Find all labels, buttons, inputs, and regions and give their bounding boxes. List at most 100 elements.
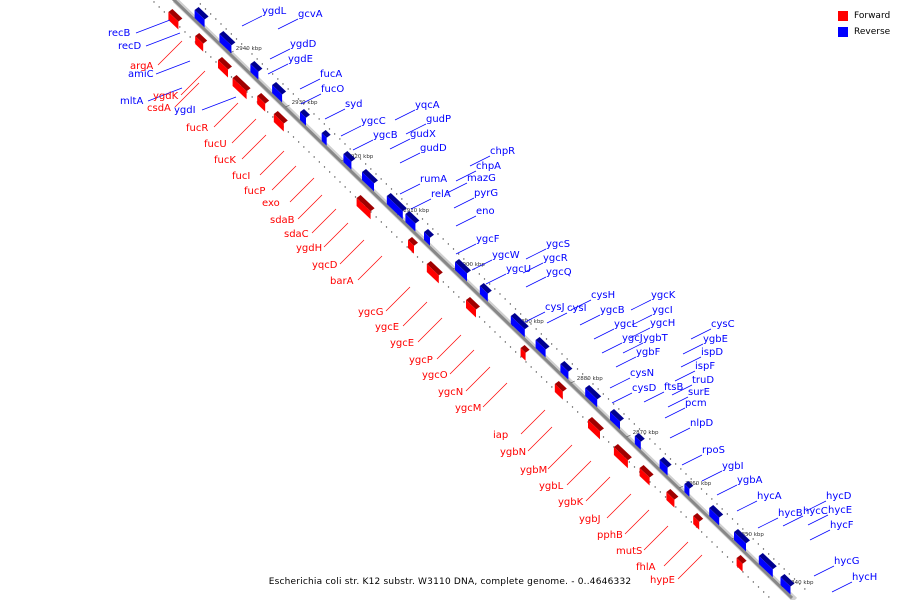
reverse-gene-label[interactable]: chpA [476, 161, 501, 172]
forward-gene-label[interactable]: fucI [232, 171, 250, 182]
forward-gene-label[interactable]: ygbN [500, 447, 526, 458]
legend-item-reverse[interactable]: Reverse [838, 24, 890, 40]
reverse-gene-label[interactable]: ygcL [614, 319, 638, 330]
reverse-gene-label[interactable]: ygdE [288, 54, 313, 65]
reverse-gene-label[interactable]: fucO [321, 84, 344, 95]
forward-gene-label[interactable]: fucR [186, 123, 208, 134]
forward-gene-label[interactable]: ygbL [539, 481, 564, 492]
forward-gene-block[interactable] [257, 93, 270, 112]
forward-gene-label[interactable]: ygdK [153, 91, 179, 102]
reverse-gene-label[interactable]: rumA [420, 174, 447, 185]
forward-gene-block[interactable] [639, 465, 654, 486]
reverse-gene-label[interactable]: ygbE [703, 334, 728, 345]
forward-gene-label[interactable]: ygcP [409, 355, 433, 366]
forward-gene-block[interactable] [426, 261, 443, 284]
forward-gene-label[interactable]: argA [130, 61, 153, 72]
forward-gene-label[interactable]: fucU [204, 139, 227, 150]
reverse-gene-block[interactable] [194, 7, 209, 28]
reverse-gene-label[interactable]: ispD [701, 347, 723, 358]
reverse-gene-label[interactable]: ygcB [373, 130, 398, 141]
forward-gene-block[interactable] [588, 417, 604, 440]
reverse-gene-block[interactable] [560, 361, 573, 380]
legend-item-forward[interactable]: Forward [838, 8, 890, 24]
reverse-gene-block[interactable] [250, 61, 263, 80]
reverse-gene-label[interactable]: nlpD [690, 418, 713, 429]
forward-gene-block[interactable] [466, 297, 480, 318]
reverse-gene-label[interactable]: ftsB [664, 382, 683, 393]
forward-gene-label[interactable]: pphB [597, 530, 623, 541]
forward-gene-block[interactable] [218, 57, 232, 78]
reverse-gene-label[interactable]: truD [692, 375, 714, 386]
reverse-gene-block[interactable] [780, 574, 795, 595]
reverse-gene-label[interactable]: hycA [757, 491, 782, 502]
reverse-gene-label[interactable]: ispF [695, 361, 715, 372]
reverse-gene-label[interactable]: cysD [632, 383, 657, 394]
reverse-gene-label[interactable]: hycE [828, 505, 852, 516]
reverse-gene-label[interactable]: pyrG [474, 188, 498, 199]
reverse-gene-label[interactable]: cysI [567, 303, 587, 314]
reverse-gene-label[interactable]: surE [688, 387, 710, 398]
reverse-gene-block[interactable] [424, 229, 434, 246]
reverse-gene-label[interactable]: ygdL [262, 6, 287, 17]
forward-gene-label[interactable]: ygcO [422, 370, 448, 381]
reverse-gene-label[interactable]: ygcQ [546, 267, 572, 278]
forward-gene-label[interactable]: sdaC [284, 229, 309, 240]
reverse-gene-label[interactable]: pcm [685, 398, 707, 409]
reverse-gene-block[interactable] [343, 151, 356, 170]
forward-gene-block[interactable] [195, 33, 208, 52]
reverse-gene-block[interactable] [300, 109, 310, 126]
forward-gene-label[interactable]: ygbM [520, 465, 547, 476]
reverse-gene-label[interactable]: eno [476, 206, 495, 217]
reverse-gene-block[interactable] [535, 337, 550, 358]
forward-gene-label[interactable]: exo [262, 198, 280, 209]
reverse-gene-block[interactable] [405, 211, 420, 232]
forward-gene-label[interactable]: fucP [244, 186, 265, 197]
forward-gene-block[interactable] [273, 111, 288, 132]
reverse-gene-label[interactable]: ygbA [737, 475, 763, 486]
forward-gene-block[interactable] [736, 555, 747, 572]
forward-gene-label[interactable]: fhlA [636, 562, 656, 573]
reverse-gene-label[interactable]: cysH [591, 290, 615, 301]
reverse-gene-label[interactable]: ygbT [643, 333, 669, 344]
reverse-gene-label[interactable]: hycG [834, 556, 860, 567]
reverse-gene-label[interactable]: ygcU [506, 264, 531, 275]
reverse-gene-label[interactable]: hycF [830, 520, 854, 531]
reverse-gene-label[interactable]: fucA [320, 69, 342, 80]
reverse-gene-block[interactable] [684, 481, 694, 497]
reverse-gene-block[interactable] [758, 553, 777, 578]
forward-gene-label[interactable]: ygcN [438, 387, 463, 398]
reverse-gene-label[interactable]: ygcB [600, 305, 625, 316]
reverse-gene-label[interactable]: ygcS [546, 239, 570, 250]
reverse-gene-label[interactable]: mazG [467, 173, 496, 184]
reverse-gene-block[interactable] [659, 457, 672, 476]
reverse-gene-label[interactable]: chpR [490, 146, 515, 157]
reverse-gene-label[interactable]: ygcC [361, 116, 386, 127]
forward-gene-label[interactable]: ygcE [390, 338, 414, 349]
reverse-gene-label[interactable]: ygcW [492, 250, 520, 261]
reverse-gene-label[interactable]: cysN [630, 368, 654, 379]
reverse-gene-label[interactable]: gudD [420, 143, 447, 154]
reverse-gene-label[interactable]: ygdI [174, 105, 196, 116]
forward-gene-label[interactable]: mutS [616, 546, 642, 557]
reverse-gene-label[interactable]: ygcH [650, 318, 675, 329]
reverse-gene-block[interactable] [585, 385, 602, 408]
reverse-gene-label[interactable]: ygcK [651, 290, 676, 301]
reverse-gene-label[interactable]: gudP [426, 114, 451, 125]
reverse-gene-label[interactable]: cysJ [545, 302, 565, 313]
reverse-gene-label[interactable]: rpoS [702, 445, 725, 456]
forward-gene-block[interactable] [613, 444, 632, 469]
forward-gene-block[interactable] [554, 381, 567, 400]
reverse-gene-label[interactable]: ygcF [476, 234, 500, 245]
reverse-gene-label[interactable]: ygbF [636, 347, 661, 358]
forward-gene-label[interactable]: ygcG [358, 307, 384, 318]
forward-gene-label[interactable]: hypE [650, 575, 675, 586]
forward-gene-label[interactable]: barA [330, 276, 354, 287]
forward-gene-label[interactable]: csdA [147, 103, 171, 114]
forward-gene-label[interactable]: ygdH [296, 243, 322, 254]
reverse-gene-label[interactable]: ygbI [722, 461, 744, 472]
reverse-gene-label[interactable]: gcvA [298, 9, 323, 20]
forward-gene-label[interactable]: yqcD [312, 260, 338, 271]
reverse-gene-label[interactable]: yqcA [415, 100, 440, 111]
reverse-gene-block[interactable] [610, 409, 624, 430]
reverse-gene-block[interactable] [272, 82, 287, 103]
